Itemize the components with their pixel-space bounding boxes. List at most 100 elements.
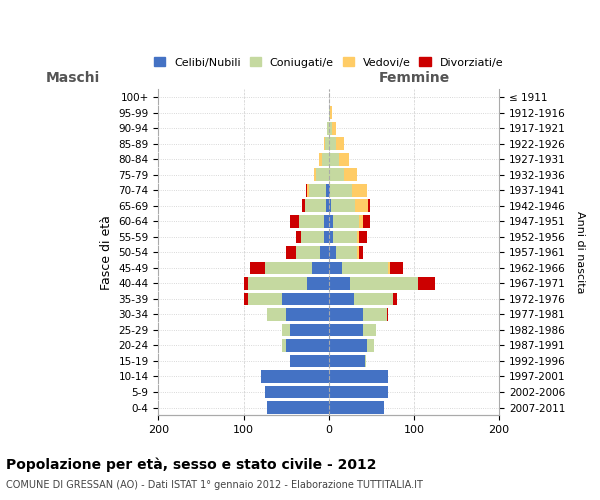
Bar [268,308,286,321]
Bar [329,138,335,150]
Bar [329,215,333,228]
Bar [418,277,435,290]
Bar [260,370,329,383]
Y-axis label: Anni di nascita: Anni di nascita [575,211,585,294]
Bar [268,401,329,414]
Bar [368,200,370,212]
Bar [329,200,331,212]
Bar [325,215,329,228]
Bar [354,292,392,306]
Bar [363,308,386,321]
Bar [250,262,265,274]
Bar [302,200,305,212]
Bar [244,277,248,290]
Bar [329,246,335,258]
Bar [329,168,344,181]
Bar [333,230,357,243]
Bar [331,184,352,196]
Legend: Celibi/Nubili, Coniugati/e, Vedovi/e, Divorziati/e: Celibi/Nubili, Coniugati/e, Vedovi/e, Di… [150,52,508,72]
Bar [329,277,350,290]
Bar [305,200,326,212]
Bar [282,292,329,306]
Bar [329,354,365,368]
Text: COMUNE DI GRESSAN (AO) - Dati ISTAT 1° gennaio 2012 - Elaborazione TUTTITALIA.IT: COMUNE DI GRESSAN (AO) - Dati ISTAT 1° g… [6,480,423,490]
Bar [325,138,329,150]
Bar [329,308,363,321]
Bar [325,230,329,243]
Bar [309,184,326,196]
Bar [314,168,316,181]
Bar [307,184,309,196]
Bar [286,246,296,258]
Y-axis label: Fasce di età: Fasce di età [100,215,113,290]
Bar [316,168,329,181]
Bar [319,153,322,166]
Bar [329,184,331,196]
Bar [286,308,329,321]
Bar [329,106,331,119]
Bar [286,339,329,352]
Bar [296,246,320,258]
Bar [244,292,248,306]
Bar [331,200,355,212]
Bar [329,339,367,352]
Bar [386,308,388,321]
Bar [265,262,311,274]
Bar [320,246,329,258]
Bar [359,230,367,243]
Text: Maschi: Maschi [46,70,100,85]
Bar [335,138,344,150]
Bar [357,230,359,243]
Bar [339,153,349,166]
Bar [290,324,329,336]
Bar [363,215,370,228]
Bar [282,324,290,336]
Bar [350,277,418,290]
Bar [329,230,333,243]
Bar [329,122,332,134]
Bar [323,138,325,150]
Bar [335,246,357,258]
Bar [363,324,376,336]
Bar [341,262,388,274]
Bar [326,200,329,212]
Bar [329,292,354,306]
Text: Popolazione per età, sesso e stato civile - 2012: Popolazione per età, sesso e stato civil… [6,458,377,472]
Bar [301,230,325,243]
Bar [367,339,374,352]
Bar [290,215,299,228]
Bar [329,370,388,383]
Bar [331,106,332,119]
Bar [290,354,329,368]
Bar [329,401,384,414]
Bar [388,262,390,274]
Bar [327,122,329,134]
Text: Femmine: Femmine [378,70,449,85]
Bar [248,292,282,306]
Bar [248,277,307,290]
Bar [329,262,341,274]
Bar [359,246,363,258]
Bar [332,122,337,134]
Bar [355,200,368,212]
Bar [329,386,388,398]
Bar [344,168,357,181]
Bar [365,354,366,368]
Bar [357,246,359,258]
Bar [299,215,325,228]
Bar [329,324,363,336]
Bar [392,292,397,306]
Bar [333,215,359,228]
Bar [326,184,329,196]
Bar [311,262,329,274]
Bar [359,215,363,228]
Bar [352,184,367,196]
Bar [265,386,329,398]
Bar [329,153,339,166]
Bar [322,153,329,166]
Bar [390,262,403,274]
Bar [282,339,286,352]
Bar [307,277,329,290]
Bar [296,230,301,243]
Bar [306,184,307,196]
